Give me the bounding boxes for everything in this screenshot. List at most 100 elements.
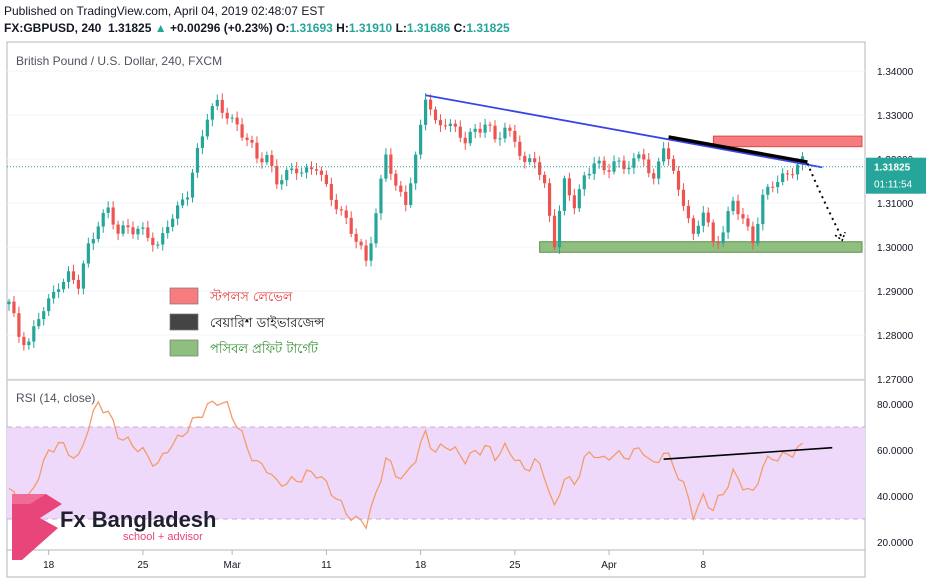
candle-body bbox=[299, 172, 304, 174]
candle-body bbox=[503, 127, 507, 139]
candle-body bbox=[786, 173, 790, 175]
candle-body bbox=[185, 197, 190, 200]
candle-body bbox=[12, 301, 16, 314]
candle-body bbox=[557, 210, 562, 248]
rsi-tick-label: 20.0000 bbox=[877, 538, 914, 549]
price-axis[interactable]: 1.340001.330001.320001.310001.300001.290… bbox=[877, 67, 914, 386]
candle-body bbox=[756, 224, 760, 244]
symbol-label[interactable]: FX:GBPUSD, 240 bbox=[4, 21, 102, 35]
candle-body bbox=[81, 263, 85, 289]
candle-body bbox=[612, 161, 616, 172]
candle-body bbox=[270, 155, 274, 166]
candle-body bbox=[508, 127, 512, 131]
candle-body bbox=[790, 174, 795, 176]
legend-swatch bbox=[169, 339, 199, 357]
candle-body bbox=[96, 226, 100, 240]
candle-body bbox=[577, 189, 581, 209]
candle-body bbox=[657, 161, 661, 179]
candle-body bbox=[37, 319, 41, 327]
candle-body bbox=[190, 172, 195, 198]
time-tick-label: 8 bbox=[701, 560, 707, 571]
candle-body bbox=[731, 200, 735, 212]
time-tick-label: Apr bbox=[601, 560, 617, 571]
candle-body bbox=[47, 298, 51, 312]
candle-body bbox=[617, 160, 621, 162]
candle-body bbox=[91, 239, 95, 244]
candle-body bbox=[230, 117, 234, 119]
candle-body bbox=[781, 173, 785, 183]
candle-body bbox=[706, 212, 710, 223]
candle-body bbox=[76, 279, 81, 289]
candle-body bbox=[726, 211, 730, 233]
candle-body bbox=[394, 173, 398, 186]
candle-body bbox=[344, 210, 348, 218]
candle-body bbox=[428, 99, 433, 110]
candle-body bbox=[776, 182, 780, 188]
symbol-ohlc-bar: FX:GBPUSD, 240 1.31825 ▲ +0.00296 (+0.23… bbox=[4, 21, 510, 35]
candle-body bbox=[468, 131, 472, 144]
candle-body bbox=[701, 212, 705, 226]
candle-body bbox=[414, 154, 418, 184]
candle-body bbox=[290, 168, 294, 171]
candle-body bbox=[513, 130, 517, 142]
watermark-tagline: school + advisor bbox=[123, 531, 203, 543]
time-axis[interactable]: 18 25 Mar 11 18 25 Apr 8 bbox=[43, 550, 707, 571]
rsi-pane[interactable] bbox=[7, 426, 865, 520]
candle-body bbox=[795, 164, 800, 175]
legend-swatch bbox=[169, 313, 199, 331]
time-tick-label: Mar bbox=[224, 560, 242, 571]
candle-body bbox=[42, 311, 46, 320]
candle-body bbox=[483, 124, 487, 133]
fx-bangladesh-watermark: Fx Bangladesh school + advisor bbox=[12, 494, 216, 560]
low-value: 1.31686 bbox=[406, 21, 451, 35]
watermark-brand: Fx Bangladesh bbox=[60, 507, 216, 532]
candle-body bbox=[572, 195, 576, 209]
rsi-axis[interactable]: 80.0000 60.0000 40.0000 20.0000 bbox=[877, 400, 914, 549]
candle-body bbox=[652, 173, 656, 179]
candle-body bbox=[131, 227, 135, 235]
candle-body bbox=[240, 124, 244, 138]
candle-body bbox=[215, 99, 219, 107]
candle-body bbox=[334, 199, 338, 210]
candle-body bbox=[493, 125, 497, 140]
candle-body bbox=[354, 233, 358, 242]
rsi-divergence-line[interactable] bbox=[663, 446, 833, 460]
candle-body bbox=[111, 207, 115, 225]
rsi-tick-label: 80.0000 bbox=[877, 400, 914, 411]
candle-body bbox=[285, 170, 289, 181]
candle-body bbox=[166, 226, 170, 234]
high-label: H: bbox=[336, 21, 349, 35]
candle-body bbox=[443, 125, 448, 127]
candle-body bbox=[771, 186, 775, 188]
candle-body bbox=[552, 215, 557, 248]
candle-body bbox=[304, 167, 309, 173]
candle-body bbox=[716, 241, 720, 244]
time-tick-label: 11 bbox=[321, 560, 332, 571]
candle-body bbox=[671, 159, 676, 171]
candle-body bbox=[543, 174, 547, 184]
legend-label: পসিবল প্রফিট টার্গেট bbox=[210, 341, 319, 357]
last-price: 1.31825 bbox=[108, 21, 152, 35]
candle-body bbox=[56, 289, 61, 292]
candle-body bbox=[637, 154, 641, 159]
candle-body bbox=[547, 183, 552, 216]
candle-body bbox=[488, 124, 492, 126]
candle-body bbox=[319, 170, 324, 175]
candle-body bbox=[528, 158, 532, 162]
descending-trendline[interactable] bbox=[425, 94, 823, 169]
logo-highlight bbox=[12, 494, 46, 504]
candle-body bbox=[66, 271, 71, 282]
current-price-label: 1.31825 bbox=[874, 163, 911, 174]
candle-body bbox=[180, 199, 185, 206]
rsi-line bbox=[8, 400, 803, 530]
candle-body bbox=[106, 207, 110, 213]
candle-body bbox=[27, 341, 31, 346]
stop-loss-zone bbox=[712, 135, 863, 148]
candle-body bbox=[260, 158, 264, 163]
candle-body bbox=[597, 160, 601, 164]
candle-body bbox=[314, 169, 319, 171]
candle-body bbox=[404, 191, 408, 205]
candle-body bbox=[200, 136, 205, 148]
bearish-divergence-line[interactable] bbox=[668, 135, 808, 164]
